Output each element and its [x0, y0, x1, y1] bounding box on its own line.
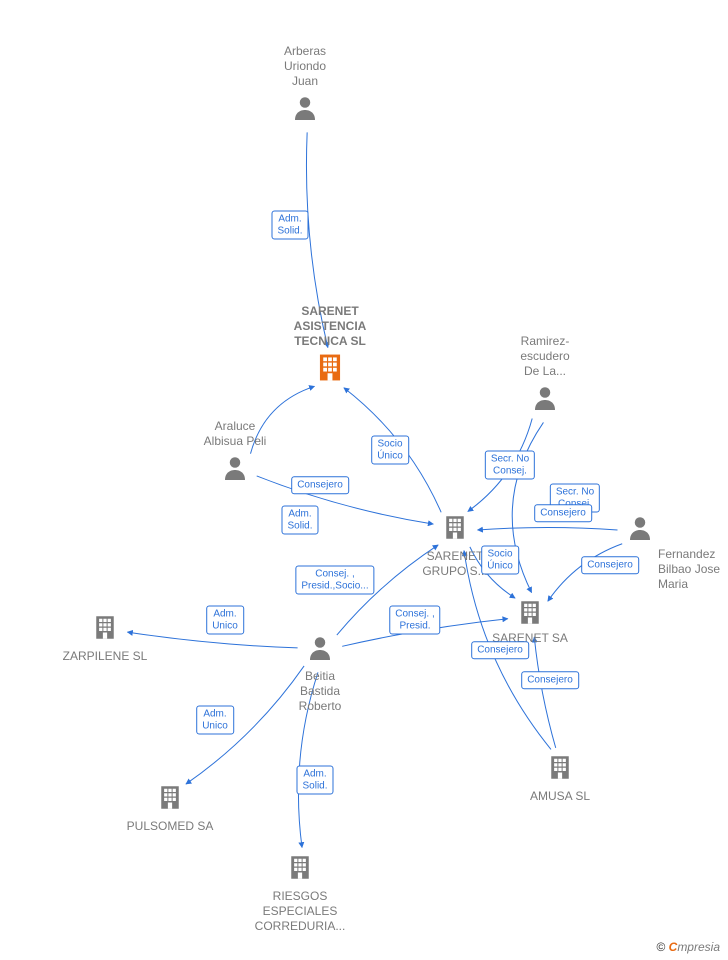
brand-logo-rest: mpresia: [677, 940, 720, 954]
edge: [250, 386, 314, 453]
edge: [478, 528, 618, 531]
edge: [127, 632, 297, 648]
diagram-canvas: [0, 0, 728, 960]
edge: [257, 476, 434, 524]
edge: [470, 547, 515, 598]
edge: [468, 418, 532, 511]
edge: [298, 672, 318, 847]
edge: [306, 132, 327, 347]
edge: [548, 544, 622, 601]
edge: [342, 619, 508, 647]
edge: [464, 551, 551, 750]
copyright-symbol: ©: [656, 940, 665, 954]
edge: [344, 388, 441, 513]
copyright: © Cmpresia: [656, 940, 720, 954]
edge: [512, 422, 543, 592]
edge: [337, 545, 438, 635]
brand-logo-c: C: [669, 940, 678, 954]
edge: [186, 666, 304, 784]
